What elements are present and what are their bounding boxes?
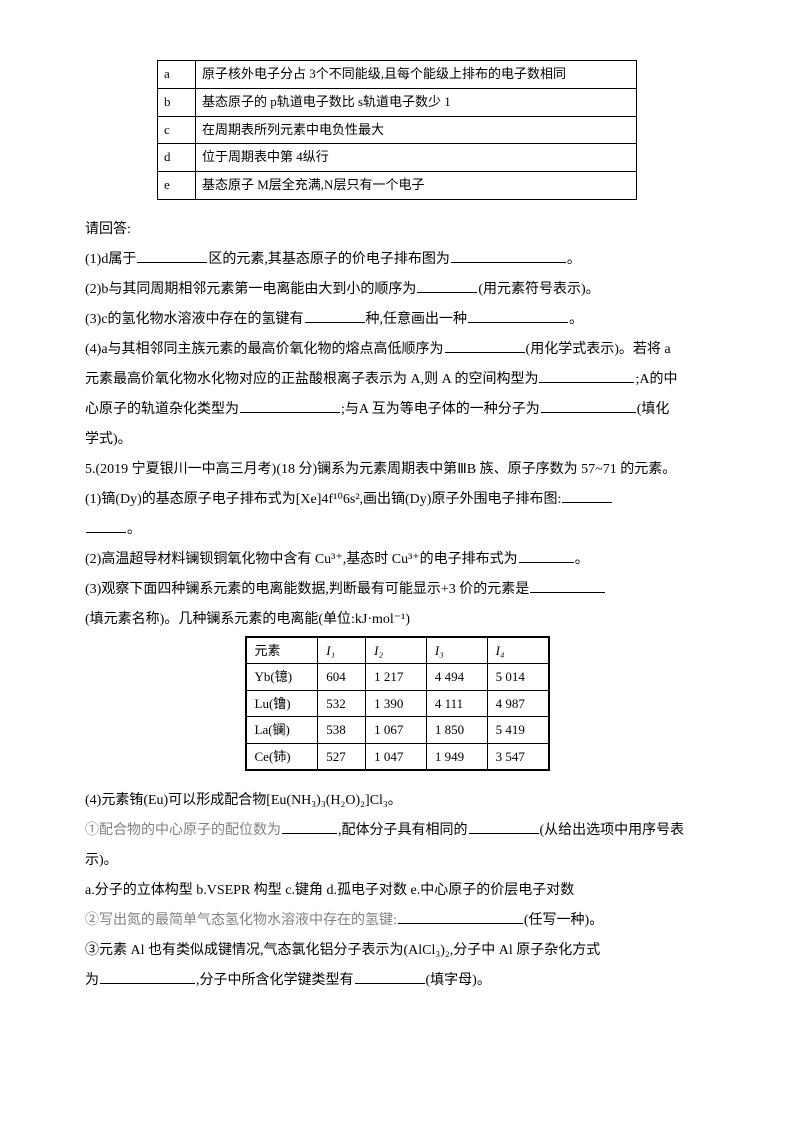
q5-p3-pre: (3)观察下面四种镧系元素的电离能数据,判断最有可能显示+3 价的元素是 xyxy=(85,582,529,597)
element-properties-table: a原子核外电子分占 3个不同能级,且每个能级上排布的电子数相同 b基态原子的 p… xyxy=(157,60,637,200)
q5-p1end: 。 xyxy=(127,522,141,537)
q54-l1-pre: ①配合物的中心原子的配位数为 xyxy=(85,823,281,838)
question-4-line2: 元素最高价氧化物水化物对应的正盐酸根离子表示为 A,则 A 的空间构型为 ;A的中 xyxy=(85,366,709,394)
q3-pre: (3)c的氢化物水溶液中存在的氢键有 xyxy=(85,312,304,327)
question-4-line4: 学式)。 xyxy=(85,426,709,454)
blank xyxy=(282,820,337,834)
question-4-line1: (4)a与其相邻同主族元素的最高价氧化物的熔点高低顺序为 (用化学式表示)。若将 … xyxy=(85,336,709,364)
table-row: Ce(铈)5271 0471 9493 547 xyxy=(246,743,549,770)
q4-l1-pre: (4)a与其相邻同主族元素的最高价氧化物的熔点高低顺序为 xyxy=(85,342,444,357)
answer-lead: 请回答: xyxy=(85,216,709,244)
question-3: (3)c的氢化物水溶液中存在的氢键有 种,任意画出一种 。 xyxy=(85,306,709,334)
ionization-energy-table: 元素 I₁ I₂ I₃ I₄ Yb(镱)6041 2174 4945 014 L… xyxy=(245,636,550,772)
q3-mid: 种,任意画出一种 xyxy=(366,312,468,327)
table-row: Lu(镥)5321 3904 1114 987 xyxy=(246,690,549,717)
q54-l3-end: (任写一种)。 xyxy=(524,913,603,928)
question-5-2: (2)高温超导材料镧钡铜氧化物中含有 Cu³⁺,基态时 Cu³⁺的电子排布式为 。 xyxy=(85,546,709,574)
q54-l3-pre: ②写出氮的最简单气态氢化物水溶液中存在的氢键: xyxy=(85,913,397,928)
q1-mid: 区的元素,其基态原子的价电子排布图为 xyxy=(208,252,450,267)
q54-l5-mid: ,分子中所含化学键类型有 xyxy=(196,973,354,988)
blank xyxy=(417,279,477,293)
question-5-4-1: ①配合物的中心原子的配位数为 ,配体分子具有相同的 (从给出选项中用序号表 xyxy=(85,817,709,845)
question-5-1: (1)镝(Dy)的基态原子电子排布式为[Xe]4f¹⁰6s²,画出镝(Dy)原子… xyxy=(85,486,709,514)
row-key: d xyxy=(158,144,196,172)
blank xyxy=(355,970,425,984)
q54-l1-mid: ,配体分子具有相同的 xyxy=(338,823,468,838)
question-5-4-2: ②写出氮的最简单气态氢化物水溶液中存在的氢键: (任写一种)。 xyxy=(85,907,709,935)
blank xyxy=(468,309,568,323)
table-row: La(镧)5381 0671 8505 419 xyxy=(246,717,549,744)
q5-p1: (1)镝(Dy)的基态原子电子排布式为[Xe]4f¹⁰6s²,画出镝(Dy)原子… xyxy=(85,492,561,507)
question-5-head: 5.(2019 宁夏银川一中高三月考)(18 分)镧系为元素周期表中第ⅢB 族、… xyxy=(85,456,709,484)
blank xyxy=(530,579,605,593)
q4-l3-pre: 心原子的轨道杂化类型为 xyxy=(85,402,239,417)
blank xyxy=(519,549,574,563)
q4-l3-end: (填化 xyxy=(637,402,670,417)
q3-end: 。 xyxy=(569,312,583,327)
q54-l5-end: (填字母)。 xyxy=(426,973,491,988)
row-key: a xyxy=(158,61,196,89)
question-5-1-end: 。 xyxy=(85,516,709,544)
question-5-4-options: a.分子的立体构型 b.VSEPR 构型 c.键角 d.孤电子对数 e.中心原子… xyxy=(85,877,709,905)
q4-l1-mid: (用化学式表示)。若将 a xyxy=(526,342,671,357)
q5-p2-end: 。 xyxy=(575,552,589,567)
th-i1: I₁ xyxy=(318,637,366,664)
th-i3: I₃ xyxy=(426,637,487,664)
question-5-4-head: (4)元素铕(Eu)可以形成配合物[Eu(NH₃)₃(H₂O)₂]Cl₃。 xyxy=(85,787,709,815)
th-element: 元素 xyxy=(246,637,318,664)
blank xyxy=(100,970,195,984)
row-val: 基态原子 M层全充满,N层只有一个电子 xyxy=(196,172,637,200)
question-2: (2)b与其同周期相邻元素第一电离能由大到小的顺序为 (用元素符号表示)。 xyxy=(85,276,709,304)
question-1: (1)d属于 区的元素,其基态原子的价电子排布图为 。 xyxy=(85,246,709,274)
row-key: e xyxy=(158,172,196,200)
blank xyxy=(445,339,525,353)
question-5-4-3b: 为 ,分子中所含化学键类型有 (填字母)。 xyxy=(85,967,709,995)
blank xyxy=(398,910,523,924)
blank xyxy=(562,489,612,503)
q54-l5-pre: 为 xyxy=(85,973,99,988)
question-4-line3: 心原子的轨道杂化类型为 ;与A 互为等电子体的一种分子为 (填化 xyxy=(85,396,709,424)
q4-l3-mid: ;与A 互为等电子体的一种分子为 xyxy=(341,402,540,417)
q2-mid: (用元素符号表示)。 xyxy=(478,282,599,297)
q4-l2-end: ;A的中 xyxy=(635,372,677,387)
blank xyxy=(451,249,566,263)
blank xyxy=(539,369,634,383)
q1-end: 。 xyxy=(567,252,581,267)
q54-l1-end: (从给出选项中用序号表 xyxy=(540,823,685,838)
table-row: Yb(镱)6041 2174 4945 014 xyxy=(246,664,549,691)
row-val: 位于周期表中第 4纵行 xyxy=(196,144,637,172)
question-5-3-line2: (填元素名称)。几种镧系元素的电离能(单位:kJ·mol⁻¹) xyxy=(85,606,709,634)
q4-l2-pre: 元素最高价氧化物水化物对应的正盐酸根离子表示为 A,则 A 的空间构型为 xyxy=(85,372,538,387)
th-i4: I₄ xyxy=(487,637,548,664)
blank xyxy=(305,309,365,323)
row-val: 基态原子的 p轨道电子数比 s轨道电子数少 1 xyxy=(196,88,637,116)
q2-pre: (2)b与其同周期相邻元素第一电离能由大到小的顺序为 xyxy=(85,282,416,297)
question-5-4-1b: 示)。 xyxy=(85,847,709,875)
blank xyxy=(469,820,539,834)
blank xyxy=(541,399,636,413)
row-key: b xyxy=(158,88,196,116)
q5-p2-pre: (2)高温超导材料镧钡铜氧化物中含有 Cu³⁺,基态时 Cu³⁺的电子排布式为 xyxy=(85,552,518,567)
row-key: c xyxy=(158,116,196,144)
blank xyxy=(137,249,207,263)
row-val: 原子核外电子分占 3个不同能级,且每个能级上排布的电子数相同 xyxy=(196,61,637,89)
question-5-3-line1: (3)观察下面四种镧系元素的电离能数据,判断最有可能显示+3 价的元素是 xyxy=(85,576,709,604)
row-val: 在周期表所列元素中电负性最大 xyxy=(196,116,637,144)
q1-pre: (1)d属于 xyxy=(85,252,136,267)
question-5-4-3a: ③元素 Al 也有类似成键情况,气态氯化铝分子表示为(AlCl₃)₂,分子中 A… xyxy=(85,937,709,965)
blank xyxy=(86,519,126,533)
th-i2: I₂ xyxy=(366,637,427,664)
blank xyxy=(240,399,340,413)
